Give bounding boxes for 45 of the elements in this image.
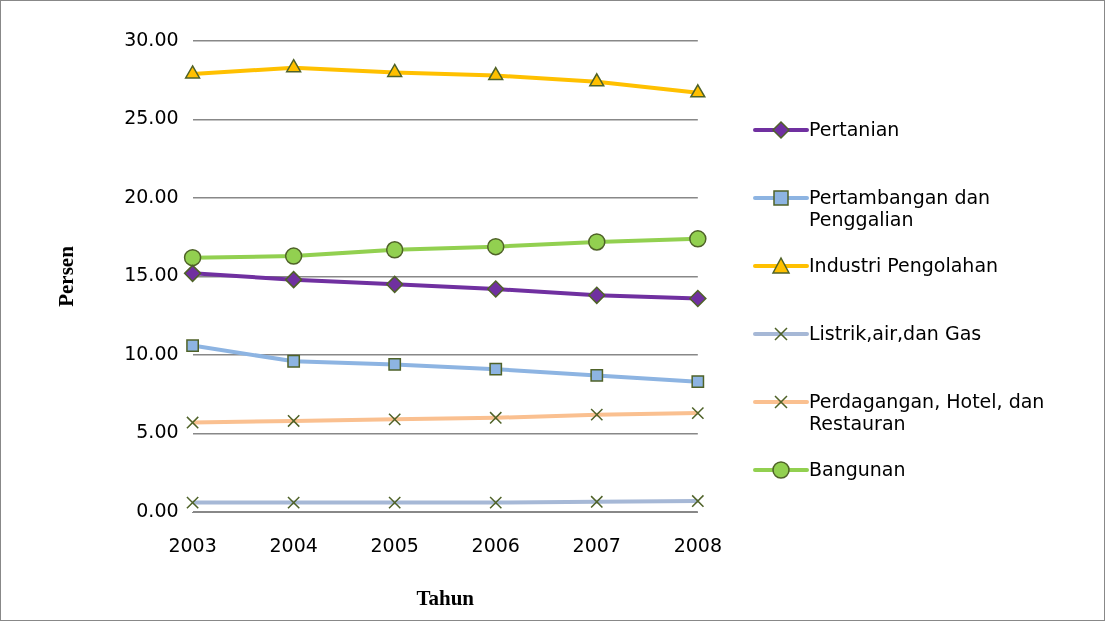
point — [691, 375, 705, 389]
x-tick-label: 2005 — [370, 534, 419, 557]
point — [588, 286, 606, 305]
y-tick-label: 30.00 — [124, 27, 179, 50]
x-tick-label: 2003 — [168, 534, 217, 557]
legend-label: Pertambangan dan Penggalian — [809, 185, 992, 230]
point — [385, 275, 404, 294]
point — [186, 339, 199, 352]
legend-label: Pertanian — [809, 117, 900, 140]
point — [689, 230, 707, 248]
x-tick-label: 2006 — [471, 534, 520, 557]
point — [387, 63, 403, 78]
point — [385, 241, 404, 259]
legend-label: Perdagangan, Hotel, dan Restauran — [809, 389, 1046, 434]
x-tick-label: 2004 — [269, 534, 318, 557]
point — [284, 270, 303, 289]
point — [388, 358, 402, 371]
point — [589, 73, 605, 87]
y-tick-label: 20.00 — [124, 184, 179, 207]
point — [287, 354, 301, 368]
y-tick-label: 5.00 — [136, 420, 179, 443]
point — [590, 369, 604, 382]
legend-label: Bangunan — [809, 457, 906, 480]
y-tick-label: 0.00 — [136, 498, 179, 521]
x-axis-title: Tahun — [416, 585, 475, 610]
point — [486, 280, 505, 298]
point — [183, 248, 202, 267]
point — [489, 362, 503, 376]
point — [486, 237, 505, 256]
y-tick-label: 15.00 — [124, 263, 179, 286]
point — [488, 66, 504, 81]
point — [184, 65, 201, 79]
point — [284, 247, 303, 265]
point — [588, 233, 606, 251]
y-tick-label: 10.00 — [124, 341, 179, 364]
x-tick-label: 2007 — [572, 534, 621, 557]
y-tick-label: 25.00 — [124, 106, 179, 129]
point — [689, 289, 707, 308]
legend-label: Listrik,air,dan Gas — [809, 321, 982, 344]
point — [690, 84, 706, 98]
point — [285, 58, 302, 73]
x-tick-label: 2008 — [673, 534, 722, 557]
legend-label: Industri Pengolahan — [809, 253, 999, 276]
y-axis-title: Persen — [54, 245, 79, 307]
point — [183, 264, 202, 283]
